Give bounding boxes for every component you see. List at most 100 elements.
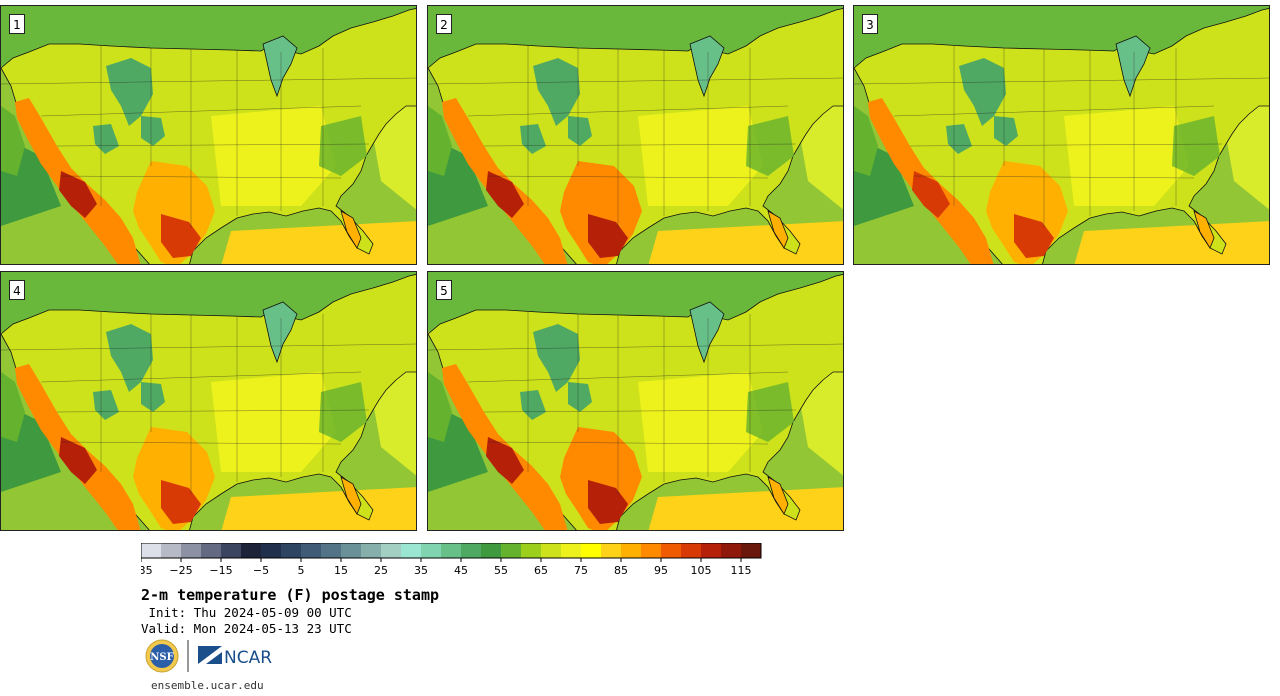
appalachian-cool	[746, 116, 794, 176]
florida-peninsula	[340, 476, 362, 515]
colorbar-swatch	[241, 543, 261, 558]
state-border	[913, 175, 1195, 179]
colorbar-swatch	[601, 543, 621, 558]
appalachian-cool	[319, 382, 367, 442]
map-panel-2: 2	[427, 5, 844, 265]
state-border	[483, 409, 797, 413]
colorbar-swatch	[261, 543, 281, 558]
colorbar-tick-label: 75	[574, 564, 588, 577]
central-plains	[211, 372, 336, 472]
nsf-logo-text: NSF	[150, 652, 173, 663]
state-border	[40, 371, 362, 383]
state-border	[40, 105, 362, 117]
colorbar-tick-label: 65	[534, 564, 548, 577]
state-border	[1, 343, 416, 351]
map-panel-4: 4	[0, 271, 417, 531]
footer-url: ensemble.ucar.edu	[151, 679, 264, 692]
desert-hotspot	[486, 171, 524, 218]
colorbar-swatch	[141, 543, 161, 558]
state-border	[56, 409, 370, 413]
state-border	[60, 175, 342, 179]
colorbar-tick-label: 45	[454, 564, 468, 577]
colorbar-swatch	[721, 543, 741, 558]
colorbar-swatch	[281, 543, 301, 558]
mountain-cool-area	[533, 58, 580, 126]
mountain-cool-area	[106, 324, 153, 392]
state-border	[467, 371, 789, 383]
mountain-cool-area	[520, 124, 546, 154]
state-border	[428, 77, 843, 85]
central-plains	[211, 106, 336, 206]
mountain-cool-area	[93, 390, 119, 420]
mountain-cool-area	[946, 124, 972, 154]
state-border	[487, 175, 769, 179]
desert-hotspot	[912, 171, 950, 218]
mountain-cool-area	[533, 324, 580, 392]
florida-peninsula	[1193, 210, 1215, 249]
map-panel-5: 5	[427, 271, 844, 531]
state-border	[467, 105, 789, 117]
colorbar-swatch	[201, 543, 221, 558]
logo-group: NSF NCAR	[145, 639, 272, 673]
colorbar-swatch	[541, 543, 561, 558]
mountain-cool-area	[568, 116, 592, 146]
colorbar-tick-label: 15	[334, 564, 348, 577]
colorbar-tick-label: 105	[691, 564, 712, 577]
colorbar-tick-label: −15	[209, 564, 232, 577]
state-border	[909, 143, 1223, 147]
great-lakes	[689, 301, 725, 364]
init-time: Init: Thu 2024-05-09 00 UTC	[141, 605, 352, 620]
great-lakes	[262, 35, 298, 98]
colorbar-swatch	[381, 543, 401, 558]
mountain-cool-area	[106, 58, 153, 126]
colorbar-swatch	[441, 543, 461, 558]
west-coast-cool	[854, 106, 878, 176]
state-border	[487, 441, 769, 445]
mountain-cool-area	[93, 124, 119, 154]
map-panel-3: 3	[853, 5, 1270, 265]
west-coast-cool	[428, 106, 452, 176]
mountain-cool-area	[994, 116, 1018, 146]
appalachian-cool	[1172, 116, 1220, 176]
colorbar-tick-label: 115	[731, 564, 752, 577]
appalachian-cool	[319, 116, 367, 176]
state-border	[483, 143, 797, 147]
colorbar-tick-label: −5	[253, 564, 269, 577]
mountain-cool-area	[959, 58, 1006, 126]
desert-hotspot	[486, 437, 524, 484]
colorbar-tick-label: 85	[614, 564, 628, 577]
colorbar-swatch	[521, 543, 541, 558]
colorbar-swatch	[401, 543, 421, 558]
florida-peninsula	[767, 210, 789, 249]
state-border	[893, 105, 1215, 117]
temperature-colorbar: −35 −25 −15 −5 5 15 25 35 45 55 65 75 85 95 105 115	[141, 543, 762, 577]
colorbar-swatch	[341, 543, 361, 558]
panel-label-3: 3	[862, 14, 878, 34]
panel-label-1: 1	[9, 14, 25, 34]
colorbar-swatch	[361, 543, 381, 558]
colorbar-tick-label: −25	[169, 564, 192, 577]
colorbar-swatch	[501, 543, 521, 558]
colorbar-border	[141, 543, 762, 559]
panel-label-5: 5	[436, 280, 452, 300]
colorbar-swatch	[701, 543, 721, 558]
mountain-cool-area	[568, 382, 592, 412]
colorbar-swatch	[481, 543, 501, 558]
temperature-map-3	[854, 6, 1269, 264]
west-coast-cool	[428, 372, 452, 442]
colorbar-swatch	[741, 543, 761, 558]
colorbar-tick-label: 25	[374, 564, 388, 577]
colorbar-swatch	[221, 543, 241, 558]
temperature-map-5	[428, 272, 843, 530]
colorbar-swatch	[581, 543, 601, 558]
ncar-logo: NCAR	[198, 646, 272, 668]
colorbar-swatch	[681, 543, 701, 558]
temperature-map-2	[428, 6, 843, 264]
temperature-map-4	[1, 272, 416, 530]
central-plains	[638, 372, 763, 472]
ncar-logo-text: NCAR	[224, 648, 272, 668]
temperature-map-1	[1, 6, 416, 264]
colorbar-swatch	[561, 543, 581, 558]
colorbar-swatch	[421, 543, 441, 558]
state-border	[56, 143, 370, 147]
